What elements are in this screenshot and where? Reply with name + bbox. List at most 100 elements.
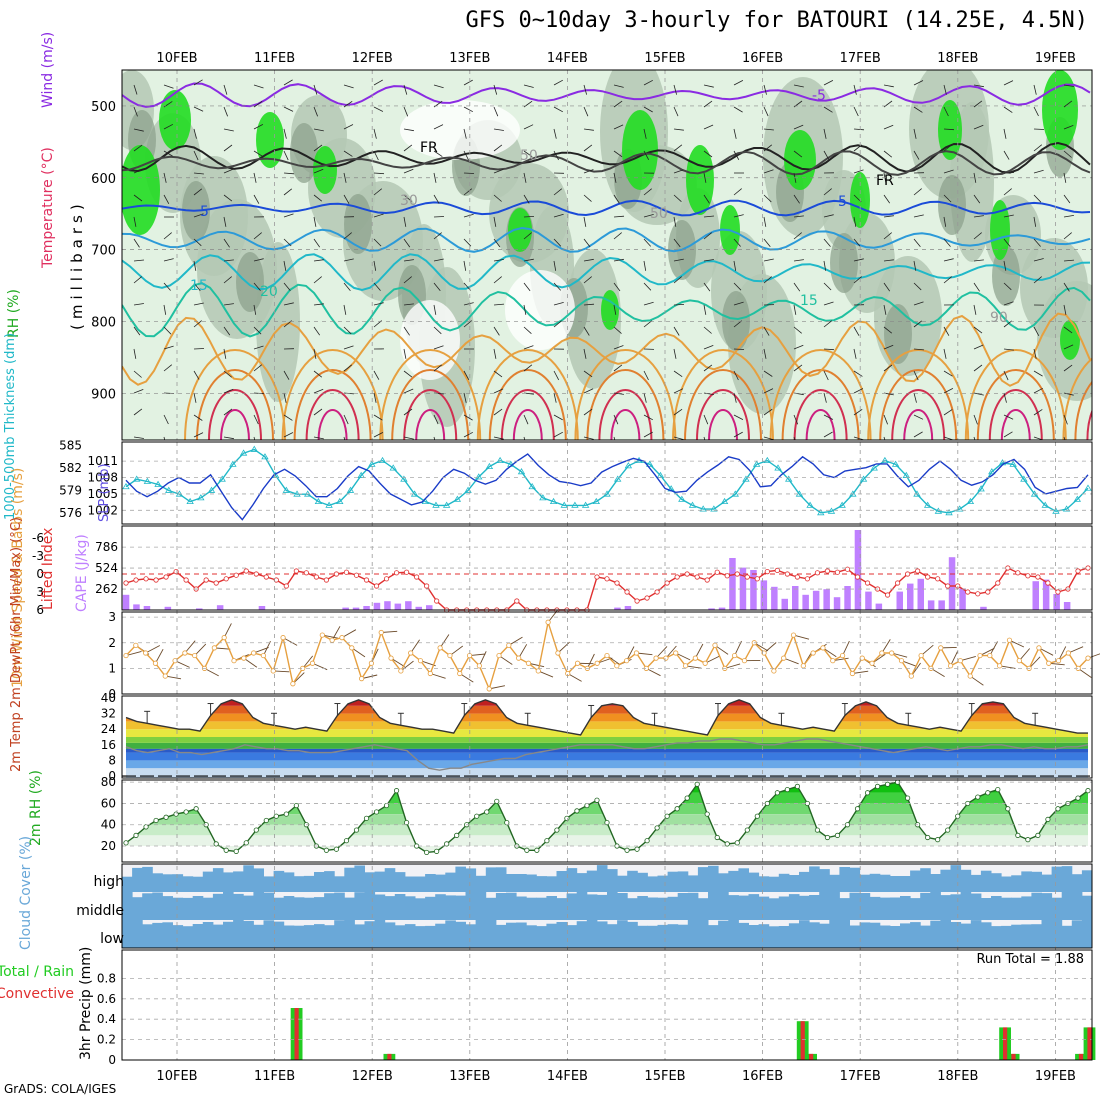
cloud-bar <box>546 923 557 948</box>
thickness-point <box>346 486 355 493</box>
wind-speed-point <box>329 637 335 643</box>
cloud-bar <box>677 924 689 948</box>
wind-barb <box>283 414 293 421</box>
precip-legend-total: Total / Rain <box>0 964 74 980</box>
wind-barb <box>400 660 414 672</box>
wind-barb <box>643 128 647 139</box>
wind-speed-point <box>957 658 963 664</box>
wind-barb <box>1087 653 1100 659</box>
cloud-bar <box>819 923 830 948</box>
wind-barb <box>891 652 908 658</box>
contour-label: 15 <box>800 293 818 309</box>
wind-barb <box>1033 84 1037 95</box>
wind-barb <box>832 657 849 662</box>
lifted-index-point <box>995 580 1001 586</box>
wind-barb <box>253 232 262 240</box>
wind-barb <box>1003 301 1014 306</box>
wind-speed-point <box>309 660 316 666</box>
wind-barb <box>373 282 381 291</box>
wind-barb <box>163 436 166 440</box>
wind-barb <box>223 106 228 117</box>
date-label-bottom: 14FEB <box>547 1069 588 1084</box>
run-total: Run Total = 1.88 <box>976 952 1084 967</box>
cloud-bar <box>829 874 840 892</box>
cloud-bar <box>677 871 689 892</box>
wind-barb <box>673 370 683 378</box>
cloud-bar <box>687 920 699 948</box>
contour-label: 90 <box>990 310 1008 326</box>
wind-barb <box>223 348 227 359</box>
wind-barb <box>613 150 623 158</box>
cloud-bar <box>687 892 699 920</box>
cape-bar <box>196 608 203 610</box>
thickness-point <box>186 497 194 505</box>
wind-barb <box>793 282 801 292</box>
wind-barb <box>626 646 635 661</box>
cloud-level-high: high <box>93 874 124 890</box>
wind-barb <box>433 232 442 240</box>
wind-barb <box>823 392 827 403</box>
wind-barb <box>1003 431 1013 438</box>
cloud-bar <box>1021 871 1032 892</box>
cloud-bar <box>708 925 719 948</box>
thickness-point <box>977 485 985 492</box>
wind-barb <box>823 282 832 291</box>
thickness-tick-label: 579 <box>59 483 82 497</box>
rh2m-point <box>935 837 941 843</box>
wind-barb <box>1033 169 1044 174</box>
cape-bar <box>258 606 266 610</box>
wind-speed-point <box>447 652 453 659</box>
cloud-bar <box>233 920 244 948</box>
wind-barb <box>1063 304 1067 315</box>
wind-barb <box>703 326 712 334</box>
wind-barb <box>643 188 652 196</box>
wind-barb <box>673 106 679 117</box>
cloud-bar <box>526 874 537 892</box>
cloud-bar <box>667 924 679 948</box>
rh2m-point <box>945 827 951 833</box>
wind-barb <box>390 657 405 667</box>
wind-barb <box>343 100 353 108</box>
wind-speed-point <box>771 668 777 674</box>
wind-barb <box>583 326 590 336</box>
cloud-bar <box>839 898 850 920</box>
lifted-index-point <box>283 583 289 589</box>
wind-barb <box>793 304 797 315</box>
wind-barb <box>583 128 594 131</box>
wind-barb <box>253 436 256 440</box>
wind10m-axis-label: 10m Wind Speed & Barbs (m/s) <box>10 468 26 688</box>
wind-barb <box>754 642 769 652</box>
cloud-bar <box>516 922 527 948</box>
wind-barb <box>193 213 204 218</box>
cloud-bar <box>879 925 891 948</box>
temperature-contour-warm <box>488 369 567 440</box>
cloud-frame <box>121 863 1093 949</box>
wind-barb <box>528 662 545 668</box>
precip-frame <box>121 949 1093 1061</box>
slp-line <box>125 453 1089 521</box>
wind-barb <box>913 188 922 196</box>
wind-barb <box>913 80 924 86</box>
cloud-bar <box>748 894 760 920</box>
pressure-tick-label: 900 <box>91 387 116 402</box>
wind-barb <box>613 84 624 88</box>
cloud-bar <box>212 893 224 920</box>
rh2m-point <box>1005 806 1011 812</box>
rh2m-point <box>283 811 289 817</box>
wind-barb <box>613 172 617 183</box>
wind-barb <box>403 408 413 416</box>
wind-barb <box>823 238 831 247</box>
temperature-contour-warm <box>574 349 677 440</box>
rh2m-point <box>834 832 841 838</box>
lifted-index-point <box>965 589 971 595</box>
wind-barb <box>553 79 563 86</box>
cloud-bar <box>748 872 760 892</box>
wind-barb <box>943 276 952 284</box>
wind-barb <box>973 344 984 350</box>
wind-barb <box>665 645 677 659</box>
wind-barb <box>733 348 745 350</box>
wind-barb <box>1063 125 1074 130</box>
temperature-contour-warm <box>1000 409 1031 440</box>
wind-barb <box>523 216 535 218</box>
rh2m-point <box>434 848 440 854</box>
